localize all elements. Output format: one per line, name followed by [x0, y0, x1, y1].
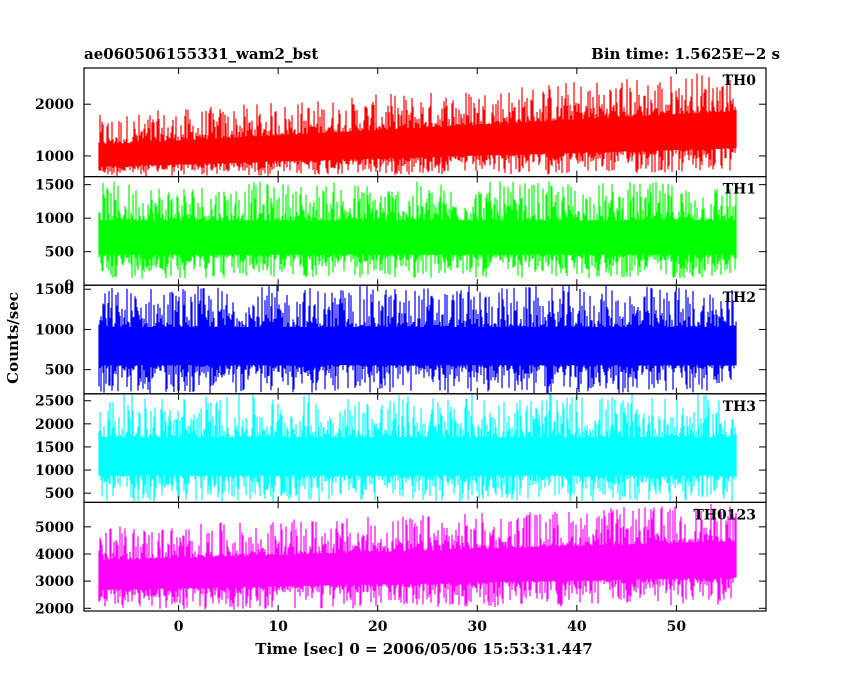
- y-tick-label-th3: 1500: [35, 440, 74, 456]
- panel-label-th0: TH0: [723, 73, 757, 89]
- x-axis-label: Time [sec] 0 = 2006/05/06 15:53:31.447: [255, 640, 592, 658]
- y-tick-label-th3: 1000: [35, 463, 74, 479]
- panel-th0123: 2000 3000 4000 5000 TH0123: [35, 501, 767, 617]
- y-tick-label-th1: 500: [45, 245, 74, 261]
- y-tick-label-th3: 2000: [35, 417, 74, 433]
- panel-th0: 1000 2000 TH0: [35, 67, 767, 178]
- x-tick-label: 30: [468, 619, 488, 635]
- y-tick-label-th1: 1500: [35, 178, 74, 194]
- y-tick-label-th1: 1000: [35, 211, 74, 227]
- panel-label-th2: TH2: [723, 290, 756, 306]
- y-tick-label-th0: 2000: [35, 97, 74, 113]
- y-tick-label-th0123: 3000: [35, 574, 74, 590]
- panel-th3: 500 1000 1500 2000 2500 TH3: [35, 393, 767, 503]
- y-axis-label: Counts/sec: [4, 292, 22, 384]
- y-tick-label-th2: 1500: [35, 282, 74, 298]
- bin-time-label: Bin time: 1.5625E−2 s: [591, 45, 780, 63]
- x-tick-label: 20: [368, 619, 388, 635]
- y-tick-label-th2: 1000: [35, 322, 74, 338]
- x-tick-label: 50: [667, 619, 687, 635]
- panel-label-th0123: TH0123: [693, 507, 756, 523]
- series-th3: [98, 393, 737, 503]
- panel-label-th1: TH1: [723, 182, 756, 198]
- series-th0123: [98, 504, 737, 610]
- x-tick-label: 10: [268, 619, 288, 635]
- series-th2: [98, 285, 737, 394]
- chart-title: ae060506155331_wam2_bst: [84, 45, 318, 63]
- y-tick-label-th3: 2500: [35, 394, 74, 410]
- series-th0: [98, 73, 737, 177]
- series-th1: [98, 181, 737, 279]
- y-tick-label-th1: 0: [64, 278, 74, 294]
- panel-th1: 0 500 1000 1500 TH1: [35, 176, 767, 294]
- x-tick-label: 40: [567, 619, 587, 635]
- y-tick-label-th0123: 4000: [35, 547, 74, 563]
- y-tick-label-th0123: 2000: [35, 601, 74, 617]
- y-tick-label-th0: 1000: [35, 149, 74, 165]
- panel-label-th3: TH3: [723, 399, 756, 415]
- y-tick-label-th3: 500: [45, 486, 74, 502]
- y-tick-label-th2: 500: [45, 363, 74, 379]
- x-tick-label: 0: [174, 619, 184, 635]
- y-tick-label-th0123: 5000: [35, 520, 74, 536]
- panel-frame-th0123: [83, 501, 767, 612]
- panel-th2: 500 1000 1500 TH2: [35, 282, 767, 395]
